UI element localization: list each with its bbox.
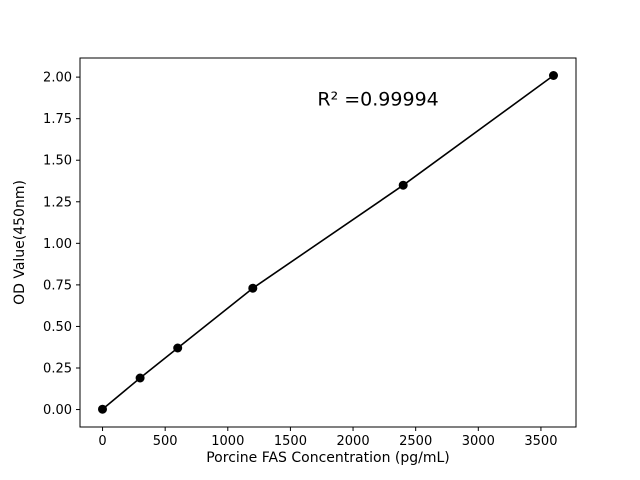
x-tick-label: 1000 <box>211 434 244 449</box>
x-tick-label: 3000 <box>462 434 495 449</box>
data-point <box>549 71 558 80</box>
x-tick-label: 0 <box>98 434 106 449</box>
y-tick-label: 0.75 <box>43 278 72 293</box>
x-axis-label: Porcine FAS Concentration (pg/mL) <box>206 450 450 466</box>
x-tick-label: 1500 <box>274 434 307 449</box>
y-tick-label: 2.00 <box>43 71 72 86</box>
y-axis-label: OD Value(450nm) <box>12 180 28 305</box>
x-tick-label: 2500 <box>399 434 432 449</box>
y-tick-label: 0.50 <box>43 320 72 335</box>
data-point <box>98 404 107 414</box>
y-tick-label: 0.25 <box>43 361 72 376</box>
x-tick-label: 3500 <box>524 434 557 449</box>
fit-line <box>101 74 555 410</box>
r-squared-annotation: R² =0.99994 <box>317 88 438 110</box>
y-tick-label: 1.00 <box>43 237 72 252</box>
data-point <box>173 343 183 353</box>
data-point <box>398 180 408 190</box>
x-tick-label: 500 <box>153 434 178 449</box>
axes-frame <box>79 57 577 428</box>
data-point <box>135 373 145 383</box>
y-tick-label: 0.00 <box>43 403 72 418</box>
y-tick-label: 1.50 <box>43 154 72 169</box>
y-tick-label: 1.25 <box>43 195 72 210</box>
y-tick-label: 1.75 <box>43 112 72 127</box>
data-point <box>248 283 258 293</box>
x-tick-label: 2000 <box>337 434 370 449</box>
